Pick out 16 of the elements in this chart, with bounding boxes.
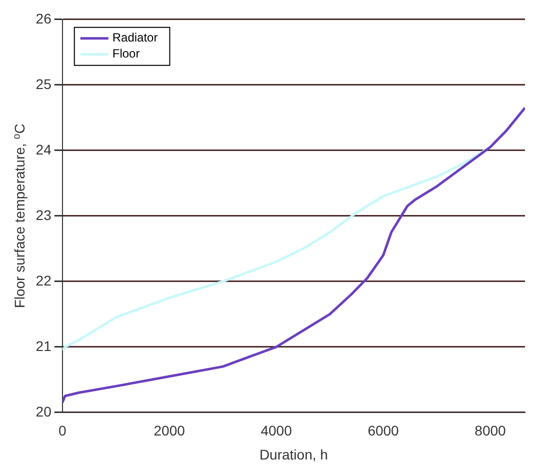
legend-label: Radiator — [112, 30, 158, 45]
x-tick-label: 6000 — [368, 422, 400, 439]
y-tick-label: 21 — [36, 338, 52, 354]
y-axis-title: Floor surface temperature, ⁰C — [11, 124, 28, 308]
y-tick-label: 20 — [36, 403, 52, 420]
y-tick-label: 22 — [36, 272, 52, 288]
x-tick-label: 0 — [58, 422, 66, 439]
x-tick-label: 8000 — [474, 422, 506, 439]
y-tick-label: 24 — [36, 141, 52, 158]
y-tick-label: 26 — [36, 10, 52, 26]
x-tick-label: 4000 — [260, 422, 292, 439]
x-tick-label: 2000 — [154, 422, 186, 439]
y-tick-label: 23 — [36, 206, 52, 223]
x-axis-title: Duration, h — [259, 446, 328, 462]
y-tick-label: 25 — [36, 76, 52, 92]
legend-label: Floor — [112, 46, 140, 61]
